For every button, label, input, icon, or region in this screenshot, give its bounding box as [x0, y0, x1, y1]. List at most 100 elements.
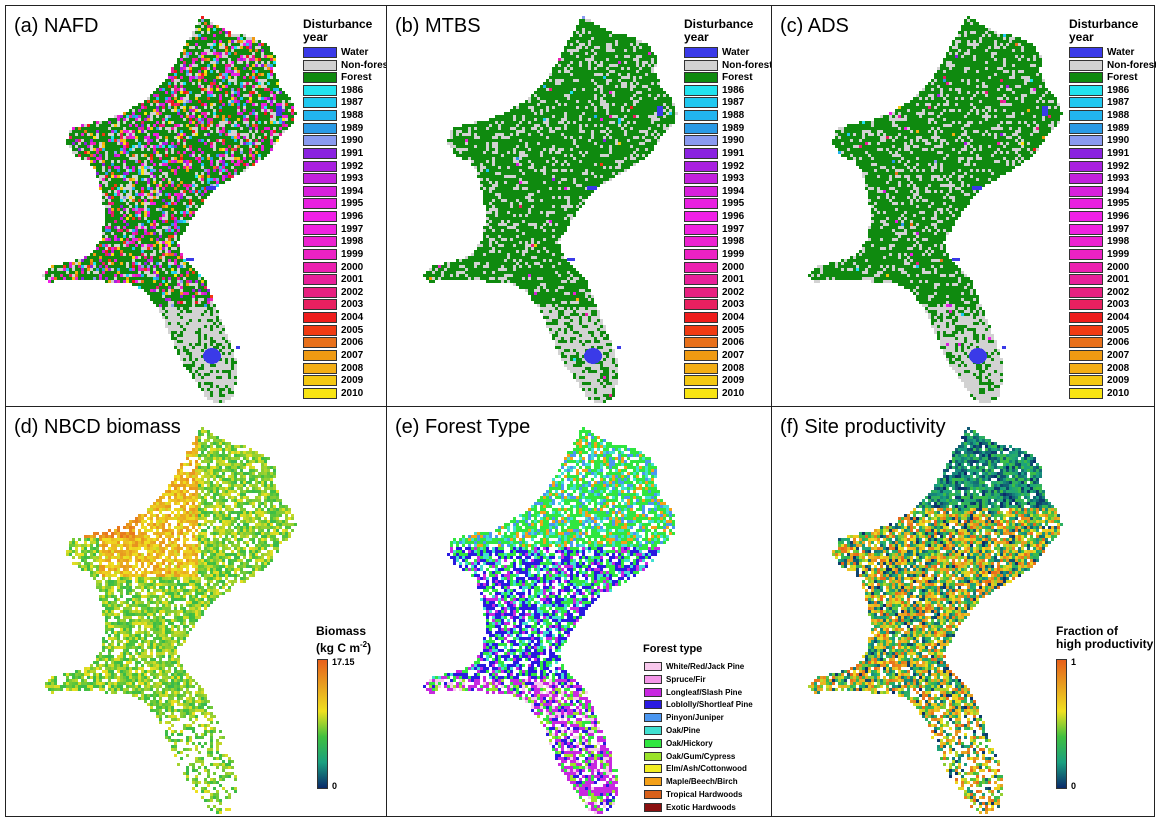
legend-label: 1991	[722, 147, 744, 160]
panel-mtbs: (b) MTBS Disturbance year Water Non-forest F…	[387, 6, 771, 406]
legend-swatch	[1069, 147, 1103, 159]
legend-label: 2002	[1107, 286, 1129, 299]
legend-swatch	[684, 274, 718, 286]
panel-forest-type: (e) Forest Type Forest type White/Red/Ja…	[387, 407, 771, 818]
legend-swatch	[684, 362, 718, 374]
legend-swatch	[684, 299, 718, 311]
legend-swatch	[684, 236, 718, 248]
legend-label: Non-forest	[722, 59, 771, 72]
legend-label: 2004	[1107, 311, 1129, 324]
forest-legend-label: Exotic Hardwoods	[666, 802, 736, 813]
biomass-max-label: 17.15	[332, 657, 355, 667]
legend-label: 2009	[341, 374, 363, 387]
legend-swatch	[684, 337, 718, 349]
legend-label: 1989	[341, 122, 363, 135]
legend-label: 2004	[341, 311, 363, 324]
productivity-colorbar	[1056, 659, 1067, 789]
legend-swatch	[684, 135, 718, 147]
legend-swatch	[684, 286, 718, 298]
disturbance-legend-title-line2: year	[303, 31, 372, 44]
legend-swatch	[303, 211, 337, 223]
legend-label: 1991	[1107, 147, 1129, 160]
forest-legend-swatch	[644, 764, 662, 774]
legend-swatch	[303, 59, 337, 71]
divider-vertical-2	[771, 6, 772, 816]
biomass-legend-title-line1: Biomass	[316, 625, 371, 638]
legend-label: 1993	[341, 172, 363, 185]
legend-swatch	[684, 110, 718, 122]
legend-label: 1987	[341, 96, 363, 109]
biomass-legend-title-line2: (kg C m-2)	[316, 638, 371, 655]
legend-label: 1986	[1107, 84, 1129, 97]
forest-legend-label: Maple/Beech/Birch	[666, 776, 738, 787]
legend-swatch	[303, 173, 337, 185]
productivity-legend-title-line1: Fraction of	[1056, 625, 1153, 638]
legend-label: 2009	[1107, 374, 1129, 387]
forest-legend-label: Oak/Pine	[666, 725, 700, 736]
legend-swatch	[684, 248, 718, 260]
legend-swatch	[1069, 362, 1103, 374]
legend-label: 1992	[722, 160, 744, 173]
legend-swatch	[684, 147, 718, 159]
forest-legend-label: White/Red/Jack Pine	[666, 661, 744, 672]
legend-label: Non-forest	[1107, 59, 1156, 72]
legend-swatch	[303, 375, 337, 387]
legend-label: 2000	[341, 261, 363, 274]
legend-swatch	[303, 84, 337, 96]
legend-label: 1998	[722, 235, 744, 248]
legend-label: 2003	[341, 298, 363, 311]
panel-site-productivity: (f) Site productivity Fraction of high p…	[772, 407, 1156, 818]
forest-legend-swatch	[644, 674, 662, 684]
panel-title: (a) NAFD	[14, 15, 98, 37]
legend-label: 1992	[341, 160, 363, 173]
legend-swatch	[1069, 135, 1103, 147]
biomass-legend-title: Biomass (kg C m-2)	[316, 625, 371, 655]
legend-label: 1996	[722, 210, 744, 223]
legend-label: 1996	[1107, 210, 1129, 223]
legend-swatch	[303, 110, 337, 122]
biomass-unit-close: )	[367, 641, 371, 655]
panel-title: (b) MTBS	[395, 15, 481, 37]
legend-swatch	[303, 160, 337, 172]
disturbance-legend-title-line2: year	[684, 31, 753, 44]
legend-label: 2008	[341, 362, 363, 375]
forest-legend-swatch	[644, 700, 662, 710]
legend-swatch	[303, 198, 337, 210]
biomass-colorbar	[317, 659, 328, 789]
panel-nbcd-biomass: (d) NBCD biomass Biomass (kg C m-2) 17.1…	[6, 407, 386, 818]
legend-swatch	[684, 375, 718, 387]
legend-swatch	[684, 47, 718, 58]
legend-swatch	[1069, 211, 1103, 223]
legend-swatch	[303, 72, 337, 84]
legend-label: 2006	[722, 336, 744, 349]
legend-label: 2008	[1107, 362, 1129, 375]
legend-swatch	[303, 236, 337, 248]
forest-legend-title: Forest type	[643, 643, 702, 656]
legend-swatch	[684, 97, 718, 109]
legend-swatch	[303, 286, 337, 298]
figure-grid: (a) NAFD DisturbanceyearWaterNon-forestF…	[5, 5, 1156, 818]
legend-swatch	[303, 135, 337, 147]
legend-label: 2001	[1107, 273, 1129, 286]
legend-swatch	[303, 312, 337, 324]
legend-swatch	[1069, 59, 1103, 71]
divider-vertical-1	[386, 6, 387, 816]
legend-label: 2009	[722, 374, 744, 387]
legend-swatch	[684, 59, 718, 71]
forest-legend-label: Oak/Gum/Cypress	[666, 751, 735, 762]
legend-label: 1988	[722, 109, 744, 122]
legend-label: 1999	[722, 248, 744, 261]
disturbance-legend-title-line1: Disturbance	[684, 18, 753, 31]
legend-label: 2001	[722, 273, 744, 286]
legend-label: Water	[341, 46, 368, 59]
legend-swatch	[1069, 324, 1103, 336]
legend-swatch	[303, 97, 337, 109]
productivity-legend-title: Fraction of high productivity	[1056, 625, 1153, 651]
legend-swatch	[303, 362, 337, 374]
legend-swatch	[1069, 337, 1103, 349]
legend-label: 1993	[1107, 172, 1129, 185]
legend-label: Forest	[1107, 71, 1138, 84]
legend-label: 1991	[341, 147, 363, 160]
legend-label: 2003	[1107, 298, 1129, 311]
